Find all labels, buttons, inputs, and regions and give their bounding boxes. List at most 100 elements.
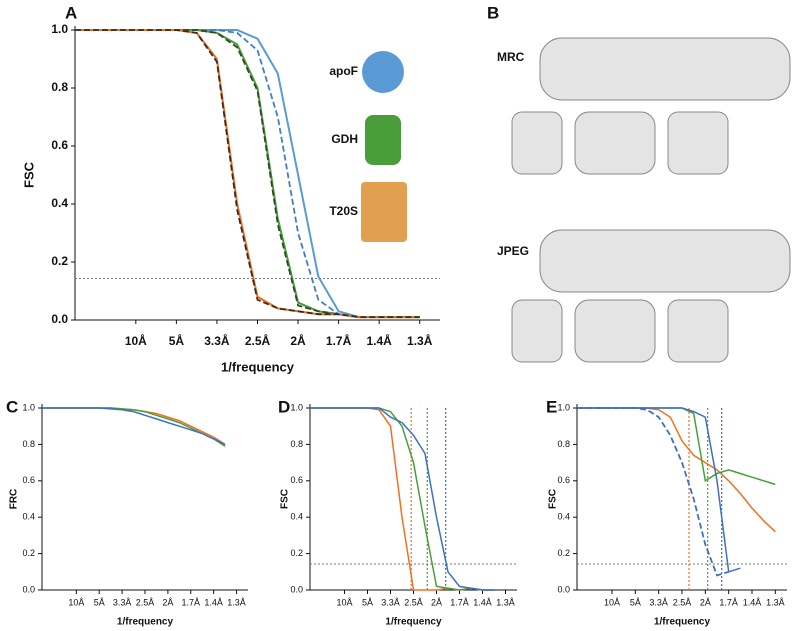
residue-density: [511, 111, 563, 175]
legend-label: apoF: [329, 64, 358, 78]
y-tick-label: 0.2: [22, 548, 35, 558]
row-label: MRC: [497, 50, 525, 64]
y-tick-label: 1.0: [290, 402, 303, 412]
fsc-curve: [577, 407, 776, 486]
x-tick-label: 1.4Å: [366, 333, 392, 348]
residue-density: [574, 111, 656, 175]
y-tick-label: 0.8: [290, 439, 303, 449]
y-tick-label: 0.4: [557, 512, 570, 522]
x-tick-label: 5Å: [94, 597, 105, 607]
residue-density: [667, 299, 729, 363]
legend-icon: [361, 182, 407, 242]
panel-label: E: [546, 397, 557, 416]
y-tick-label: 0.8: [22, 439, 35, 449]
panel-label: B: [487, 3, 499, 22]
protein-icon: [361, 182, 407, 242]
protein-icon: [362, 51, 404, 93]
x-tick-label: 10Å: [336, 597, 352, 607]
y-tick-label: 0.2: [51, 254, 68, 268]
x-tick-label: 10Å: [604, 597, 620, 607]
y-tick-label: 0.4: [290, 512, 303, 522]
x-tick-label: 10Å: [68, 597, 84, 607]
protein-icon: [365, 115, 401, 165]
x-axis-title: 1/frequency: [117, 617, 174, 628]
x-tick-label: 1.4Å: [473, 597, 492, 607]
y-axis-title: FSC: [548, 489, 559, 509]
x-tick-label: 2Å: [700, 597, 711, 607]
y-tick-label: 0.0: [290, 584, 303, 594]
x-tick-label: 3.3Å: [113, 597, 132, 607]
legend-icon: [362, 51, 404, 93]
y-tick-label: 0.6: [290, 475, 303, 485]
x-tick-label: 3.3Å: [204, 333, 230, 348]
fsc-curve: [577, 407, 776, 533]
panel-b: B MRC JPEG: [487, 3, 791, 363]
x-axis-title: 1/frequency: [221, 359, 295, 374]
row-label: JPEG: [497, 244, 529, 258]
x-tick-label: 1.3Å: [766, 597, 785, 607]
fsc-curve: [310, 407, 494, 591]
legend-label: GDH: [331, 132, 358, 146]
x-tick-label: 1.4Å: [743, 597, 762, 607]
y-tick-label: 0.2: [557, 548, 570, 558]
y-tick-label: 0.4: [22, 512, 35, 522]
x-tick-label: 5Å: [169, 333, 185, 348]
fsc-curve: [310, 407, 494, 591]
fsc-curve-dashed: [577, 407, 729, 577]
x-tick-label: 2Å: [431, 597, 442, 607]
x-tick-label: 5Å: [630, 597, 641, 607]
x-tick-label: 5Å: [362, 597, 373, 607]
x-tick-label: 10Å: [125, 333, 147, 348]
legend-icon: [365, 115, 401, 165]
fsc-curve: [42, 407, 226, 447]
panel-label: C: [6, 397, 18, 416]
x-tick-label: 2Å: [162, 597, 173, 607]
x-tick-label: 1.3Å: [407, 333, 433, 348]
helix-density: [539, 229, 791, 293]
density-images: [511, 37, 791, 363]
x-tick-label: 1.7Å: [182, 597, 201, 607]
y-tick-label: 0.2: [290, 548, 303, 558]
y-tick-label: 0.0: [557, 584, 570, 594]
x-tick-label: 1.7Å: [719, 597, 738, 607]
residue-density: [667, 111, 729, 175]
x-tick-label: 1.3Å: [496, 597, 515, 607]
y-tick-label: 0.8: [51, 80, 68, 94]
x-tick-label: 3.3Å: [649, 597, 668, 607]
x-tick-label: 1.3Å: [227, 597, 246, 607]
legend-label: T20S: [329, 204, 358, 218]
x-axis-title: 1/frequency: [385, 617, 442, 628]
x-tick-label: 2.5Å: [245, 333, 271, 348]
x-tick-label: 2.5Å: [673, 597, 692, 607]
y-axis-title: FSC: [280, 489, 291, 509]
fsc-curve: [42, 407, 226, 446]
panel-label: A: [65, 3, 77, 22]
fsc-curve: [577, 407, 741, 573]
fsc-curve: [310, 407, 494, 591]
y-tick-label: 1.0: [22, 402, 35, 412]
y-tick-label: 0.4: [51, 196, 68, 210]
x-tick-label: 1.4Å: [204, 597, 223, 607]
x-tick-label: 3.3Å: [381, 597, 400, 607]
fsc-curve: [42, 407, 226, 446]
y-tick-label: 0.8: [557, 439, 570, 449]
fsc-curve-dashed: [75, 29, 420, 318]
x-tick-label: 1.7Å: [450, 597, 469, 607]
x-tick-label: 2.5Å: [404, 597, 423, 607]
panel-label: D: [278, 397, 290, 416]
x-tick-label: 2Å: [290, 333, 306, 348]
residue-density: [511, 299, 563, 363]
y-tick-label: 1.0: [51, 22, 68, 36]
x-tick-label: 2.5Å: [136, 597, 155, 607]
y-tick-label: 0.6: [557, 475, 570, 485]
y-tick-label: 0.0: [51, 312, 68, 326]
x-axis-title: 1/frequency: [654, 617, 711, 628]
y-tick-label: 1.0: [557, 402, 570, 412]
helix-density: [539, 37, 791, 101]
y-tick-label: 0.6: [51, 138, 68, 152]
y-tick-label: 0.0: [22, 584, 35, 594]
y-axis-title: FSC: [21, 161, 36, 188]
x-tick-label: 1.7Å: [326, 333, 352, 348]
